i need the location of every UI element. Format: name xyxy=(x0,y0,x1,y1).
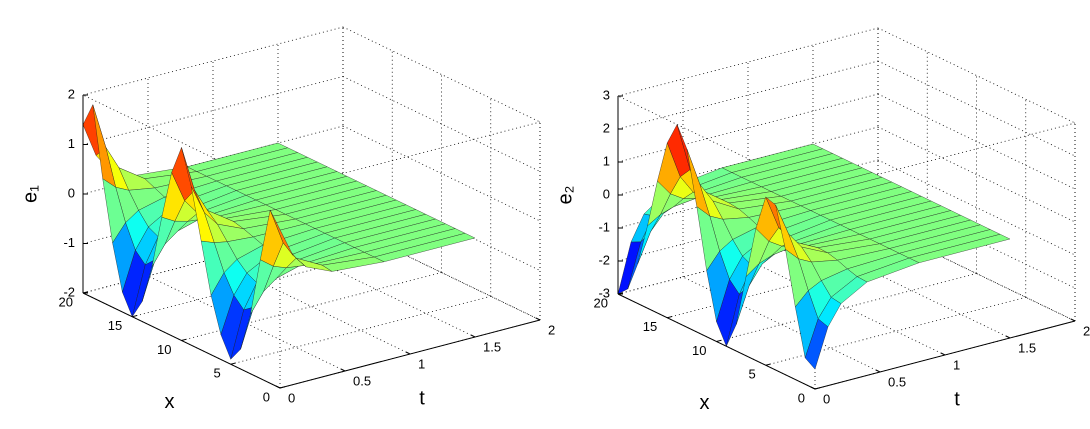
grid-line xyxy=(877,159,1076,256)
x-tick-label: 10 xyxy=(692,343,706,358)
grid-line xyxy=(82,26,344,96)
grid-line xyxy=(342,224,541,321)
tick-mark xyxy=(275,385,281,389)
t-tick-label: 1 xyxy=(418,356,425,371)
z-axis-title: e₂ xyxy=(554,186,576,205)
tick-mark xyxy=(230,362,236,365)
x-axis-title: x xyxy=(165,391,175,413)
grid-line xyxy=(617,27,879,97)
tick-mark xyxy=(875,369,881,373)
tick-mark xyxy=(535,317,541,321)
grid-line xyxy=(132,248,393,318)
tick-mark xyxy=(82,291,89,294)
tick-mark xyxy=(181,338,187,341)
grid-line xyxy=(877,126,1076,223)
x-tick-label: 15 xyxy=(108,318,122,333)
grid-line xyxy=(877,225,1076,322)
z-tick-label: -2 xyxy=(63,284,75,299)
t-tick-label: 0.5 xyxy=(888,374,906,389)
t-tick-label: 1 xyxy=(953,357,960,372)
grid-line xyxy=(617,192,879,262)
t-axis-title: t xyxy=(419,387,425,409)
grid-line xyxy=(617,225,879,295)
grid-line xyxy=(716,273,977,342)
t-axis-title: t xyxy=(954,388,960,410)
grid-line xyxy=(342,125,541,222)
z-tick-label: 1 xyxy=(68,136,75,151)
x-axis-title: x xyxy=(700,392,710,414)
tick-mark xyxy=(617,292,624,295)
t-tick-label: 0.5 xyxy=(353,373,371,388)
grid-line xyxy=(617,93,879,163)
grid-line xyxy=(667,249,928,319)
x-tick-label: 20 xyxy=(59,294,73,309)
z-tick-label: -1 xyxy=(598,219,610,234)
tick-mark xyxy=(810,386,816,390)
x-tick-label: 15 xyxy=(643,319,657,334)
grid-line xyxy=(212,258,411,355)
grid-line xyxy=(82,76,344,145)
z-tick-label: -2 xyxy=(598,252,610,267)
tick-mark xyxy=(814,387,821,390)
grid-line xyxy=(877,27,1076,124)
grid-line xyxy=(747,259,946,356)
tick-mark xyxy=(667,315,673,319)
z-tick-label: 0 xyxy=(68,185,75,200)
grid-line xyxy=(147,275,346,372)
z-tick-label: -3 xyxy=(598,285,610,300)
t-tick-label: 2 xyxy=(1083,323,1090,338)
surface-patch xyxy=(269,209,294,256)
z-tick-label: 1 xyxy=(603,153,610,168)
grid-line xyxy=(877,60,1076,157)
z-tick-label: 3 xyxy=(603,87,610,102)
grid-line xyxy=(277,241,476,338)
t-tick-label: 1.5 xyxy=(483,339,501,354)
tick-mark xyxy=(405,351,411,355)
tick-mark xyxy=(132,314,138,318)
x-tick-label: 20 xyxy=(594,295,608,310)
tick-mark xyxy=(1005,335,1011,339)
tick-mark xyxy=(340,368,346,372)
tick-mark xyxy=(940,352,946,356)
t-tick-label: 2 xyxy=(548,322,555,337)
z-tick-label: 2 xyxy=(68,86,75,101)
tick-mark xyxy=(765,363,771,366)
grid-line xyxy=(230,295,491,365)
t-tick-label: 0 xyxy=(823,391,830,406)
tick-mark xyxy=(1070,318,1076,322)
z-tick-label: -1 xyxy=(63,235,75,250)
grid-line xyxy=(682,276,881,373)
grid-line xyxy=(812,242,1011,339)
x-tick-label: 5 xyxy=(749,367,756,382)
tick-mark xyxy=(470,334,476,338)
grid-line xyxy=(877,93,1076,190)
surface-patch xyxy=(617,241,642,295)
x-tick-label: 5 xyxy=(214,366,221,381)
surface-patch xyxy=(804,318,829,370)
x-tick-label: 0 xyxy=(263,389,270,404)
tick-mark xyxy=(716,339,722,342)
t-tick-label: 0 xyxy=(288,390,295,405)
z-tick-label: 0 xyxy=(603,186,610,201)
x-tick-label: 0 xyxy=(798,390,805,405)
z-tick-label: 2 xyxy=(603,120,610,135)
z-axis-title: e₁ xyxy=(19,185,41,203)
x-tick-label: 10 xyxy=(157,342,171,357)
grid-line xyxy=(617,60,879,130)
tick-mark xyxy=(279,386,286,389)
grid-line xyxy=(342,76,541,172)
grid-line xyxy=(342,26,541,123)
t-tick-label: 1.5 xyxy=(1018,340,1036,355)
